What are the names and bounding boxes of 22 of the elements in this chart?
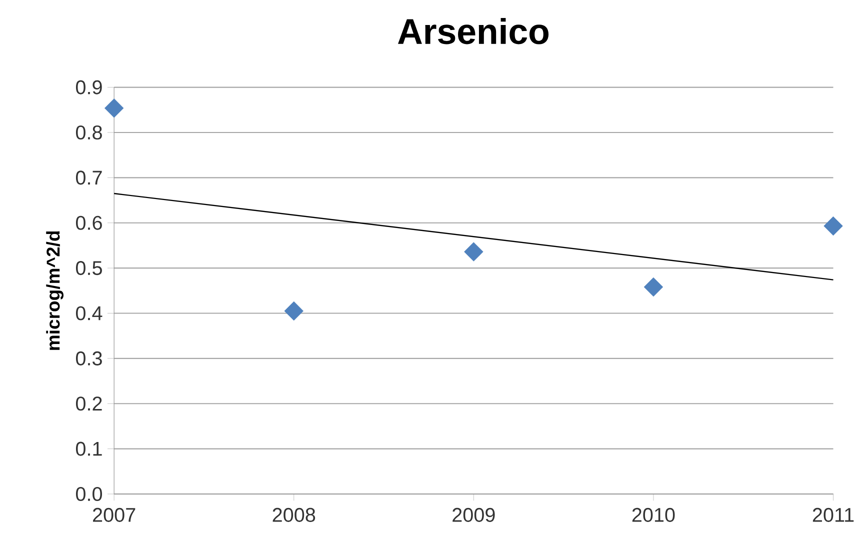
point — [644, 278, 663, 297]
point — [284, 302, 304, 321]
y-tick-label: 0.7 — [76, 170, 102, 185]
y-tick-label: 0.3 — [76, 352, 102, 366]
x-tick-label: 2007 — [93, 508, 136, 522]
point — [824, 216, 843, 236]
y-tick-label: 0.8 — [76, 126, 102, 140]
x-tick-label: 2010 — [632, 508, 675, 522]
y-tick-label: 0.6 — [76, 216, 102, 230]
y-tick-label: 0.2 — [76, 396, 102, 411]
y-tick-label: 0.9 — [76, 80, 102, 95]
y-tick-label: 0.4 — [76, 306, 102, 320]
y-axis-title: microg/m^2/d — [46, 232, 64, 350]
y-tick-label: 0.0 — [76, 487, 102, 502]
chart-title: Arsenico — [398, 18, 549, 44]
x-tick-label: 2008 — [272, 508, 316, 522]
point — [104, 98, 124, 118]
x-tick-label: 2011 — [812, 508, 854, 522]
y-tick-label: 0.5 — [76, 261, 102, 276]
point — [464, 242, 484, 262]
x-tick-label: 2009 — [452, 508, 495, 522]
y-tick-label: 0.1 — [76, 442, 102, 456]
